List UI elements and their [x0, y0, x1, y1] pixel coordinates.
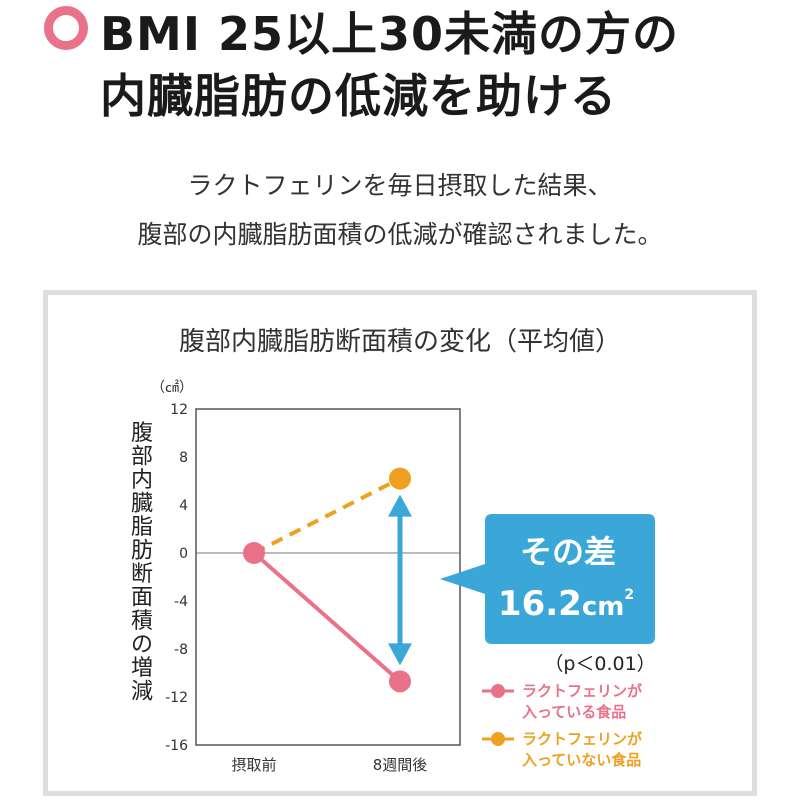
difference-arrow [388, 494, 412, 666]
difference-callout: その差 16.2cm2 [440, 514, 655, 644]
series-group [243, 467, 411, 693]
y-axis-label-char: の [131, 633, 153, 658]
y-tick-label: -12 [165, 690, 188, 706]
series-line [252, 551, 402, 683]
p-value: （p＜0.01） [544, 653, 655, 675]
lead-text-line2: 腹部の内臓脂肪面積の低減が確認されました。 [137, 220, 663, 249]
headline: BMI 25以上30未満の方の 内臓脂肪の低減を助ける [0, 0, 800, 130]
callout-number: 16.2 [498, 584, 582, 624]
x-tick-label: 8週間後 [373, 756, 428, 774]
callout-bubble [440, 514, 655, 644]
plot-frame [195, 408, 461, 746]
y-tick-label: 8 [179, 450, 188, 466]
y-tick-label: 0 [179, 546, 188, 562]
data-point [389, 467, 411, 490]
y-axis-label-char: 積 [131, 609, 153, 634]
legend-label-line2: 入っている食品 [522, 703, 626, 721]
circle-bullet-icon [44, 6, 88, 50]
y-axis-label-char: 臓 [131, 492, 153, 517]
y-axis-label-char: 減 [131, 680, 153, 705]
legend-marker [491, 684, 505, 698]
y-axis-label: 腹部内臓脂肪断面積の増減 [131, 421, 153, 705]
y-tick-label: -16 [165, 738, 188, 754]
legend-marker [491, 732, 505, 746]
y-axis-label-char: 内 [131, 468, 153, 493]
y-axis-label-char: 増 [131, 656, 153, 681]
legend-label-line1: ラクトフェリンが [522, 682, 643, 700]
x-tick-group: 摂取前 8週間後 [231, 756, 427, 774]
chart-title: 腹部内臓脂肪断面積の変化（平均値） [179, 327, 621, 357]
y-axis-label-char: 面 [131, 586, 153, 611]
headline-line2: 内臓脂肪の低減を助ける [100, 69, 617, 123]
y-axis-label-char: 肪 [131, 539, 153, 564]
legend-label-line1: ラクトフェリンが [522, 730, 643, 748]
y-tick-label: -4 [174, 594, 188, 610]
y-axis-label-char: 部 [131, 445, 153, 470]
legend-label-line2: 入っていない食品 [522, 751, 641, 769]
callout-value: 16.2cm2 [498, 584, 634, 624]
y-tick-label: 4 [179, 498, 188, 514]
y-tick-group: 12 8 4 0 -4 -8 -12 -16 [165, 402, 188, 754]
series-line [253, 476, 401, 555]
x-tick-label: 摂取前 [231, 756, 276, 774]
y-tick-label: -8 [174, 642, 188, 658]
lead-text-line1: ラクトフェリンを毎日摂取した結果、 [187, 171, 613, 200]
y-axis-label-char: 断 [131, 562, 153, 587]
data-point [243, 542, 265, 564]
headline-line1: BMI 25以上30未満の方の [100, 7, 679, 61]
y-axis-unit: （㎠） [151, 380, 193, 396]
data-point [389, 670, 411, 693]
y-axis-label-char: 腹 [131, 421, 153, 446]
y-tick-label: 12 [170, 402, 188, 418]
y-axis-label-char: 脂 [131, 515, 153, 540]
callout-unit: cm [582, 592, 625, 622]
arrow-down-head [388, 643, 412, 666]
callout-label: その差 [520, 533, 616, 571]
callout-unit-sup: 2 [624, 587, 634, 603]
arrow-up-head [388, 494, 412, 517]
